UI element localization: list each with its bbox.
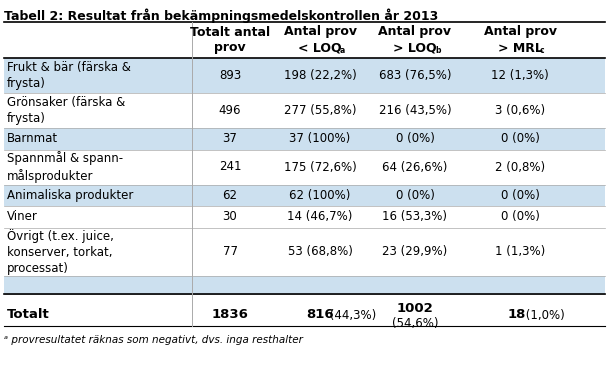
Text: 0 (0%): 0 (0%)	[501, 132, 540, 145]
Bar	[4, 185, 605, 206]
Bar	[4, 93, 605, 128]
Text: 23 (29,9%): 23 (29,9%)	[382, 245, 448, 258]
Bar	[4, 22, 605, 58]
Text: c: c	[540, 46, 544, 55]
Text: 241: 241	[219, 161, 241, 173]
Text: (44,3%): (44,3%)	[326, 308, 376, 322]
Text: Animaliska produkter: Animaliska produkter	[7, 189, 133, 202]
Text: 62 (100%): 62 (100%)	[289, 189, 351, 202]
Text: b: b	[435, 46, 440, 55]
Text: 14 (46,7%): 14 (46,7%)	[287, 210, 353, 223]
Text: 64 (26,6%): 64 (26,6%)	[382, 161, 448, 173]
Bar	[4, 149, 605, 185]
Bar	[4, 128, 605, 149]
Text: 30: 30	[223, 210, 238, 223]
Text: 37: 37	[222, 132, 238, 145]
Text: (54,6%): (54,6%)	[392, 317, 438, 329]
Text: Frukt & bär (färska &
frysta): Frukt & bär (färska & frysta)	[7, 61, 131, 90]
Text: 1 (1,3%): 1 (1,3%)	[495, 245, 545, 258]
Text: Totalt antal
prov: Totalt antal prov	[190, 26, 270, 54]
Text: Tabell 2: Resultat från bekämpningsmedelskontrollen år 2013: Tabell 2: Resultat från bekämpningsmedel…	[4, 8, 438, 23]
Text: 77: 77	[222, 245, 238, 258]
Text: Viner: Viner	[7, 210, 38, 223]
Bar	[4, 227, 605, 276]
Text: (1,0%): (1,0%)	[522, 308, 565, 322]
Text: 216 (43,5%): 216 (43,5%)	[379, 104, 451, 117]
Text: 198 (22,2%): 198 (22,2%)	[284, 69, 356, 82]
Text: 0 (0%): 0 (0%)	[396, 132, 434, 145]
Text: Barnmat: Barnmat	[7, 132, 58, 145]
Text: Spannmål & spann-
målsprodukter: Spannmål & spann- målsprodukter	[7, 151, 123, 183]
Text: 37 (100%): 37 (100%)	[289, 132, 351, 145]
Text: 53 (68,8%): 53 (68,8%)	[287, 245, 353, 258]
Bar	[4, 276, 605, 294]
Text: a: a	[340, 46, 345, 55]
Bar	[4, 206, 605, 227]
Text: 0 (0%): 0 (0%)	[396, 189, 434, 202]
Text: Totalt: Totalt	[7, 308, 50, 322]
Text: 1836: 1836	[211, 308, 248, 322]
Bar	[4, 58, 605, 93]
Bar	[4, 294, 605, 326]
Text: 62: 62	[222, 189, 238, 202]
Text: 496: 496	[219, 104, 241, 117]
Text: Antal prov
> LOQ: Antal prov > LOQ	[379, 26, 451, 54]
Text: 18: 18	[508, 308, 526, 322]
Text: 683 (76,5%): 683 (76,5%)	[379, 69, 451, 82]
Text: Grönsaker (färska &
frysta): Grönsaker (färska & frysta)	[7, 96, 125, 125]
Text: 1002: 1002	[396, 303, 434, 315]
Text: 893: 893	[219, 69, 241, 82]
Text: 0 (0%): 0 (0%)	[501, 189, 540, 202]
Text: 816: 816	[306, 308, 334, 322]
Text: 3 (0,6%): 3 (0,6%)	[495, 104, 545, 117]
Text: 2 (0,8%): 2 (0,8%)	[495, 161, 545, 173]
Text: Antal prov
< LOQ: Antal prov < LOQ	[284, 26, 356, 54]
Text: Antal prov
> MRL: Antal prov > MRL	[484, 26, 557, 54]
Text: 175 (72,6%): 175 (72,6%)	[284, 161, 356, 173]
Text: 16 (53,3%): 16 (53,3%)	[382, 210, 448, 223]
Text: 12 (1,3%): 12 (1,3%)	[491, 69, 549, 82]
Text: 0 (0%): 0 (0%)	[501, 210, 540, 223]
Text: ᵃ provresultatet räknas som negativt, dvs. inga resthalter: ᵃ provresultatet räknas som negativt, dv…	[4, 335, 303, 345]
Text: Övrigt (t.ex. juice,
konserver, torkat,
processat): Övrigt (t.ex. juice, konserver, torkat, …	[7, 229, 114, 275]
Text: 277 (55,8%): 277 (55,8%)	[284, 104, 356, 117]
